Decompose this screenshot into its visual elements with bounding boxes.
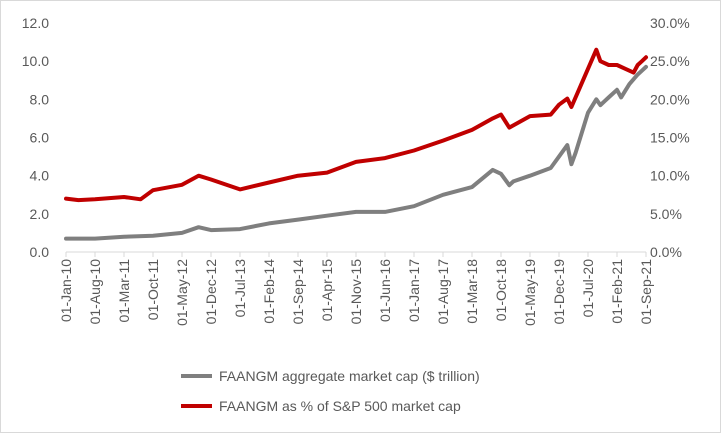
x-tick-label: 01-Jan-17 — [406, 259, 422, 322]
x-tick-label: 01-Jun-16 — [377, 259, 393, 322]
x-tick-label: 01-May-19 — [522, 259, 538, 326]
series-group — [64, 47, 648, 241]
y-left-tick-label: 12.0 — [22, 15, 49, 31]
y-right-tick-label: 0.0% — [650, 244, 682, 260]
x-tick-label: 01-Jul-13 — [232, 259, 248, 318]
x-tick-label: 01-Feb-14 — [261, 259, 277, 324]
y-right-tick-label: 25.0% — [650, 53, 690, 69]
legend-group: FAANGM aggregate market cap ($ trillion)… — [181, 368, 480, 414]
y-right-tick-label: 30.0% — [650, 15, 690, 31]
x-tick-label: 01-Jul-20 — [580, 259, 596, 318]
y-left-tick-label: 2.0 — [30, 206, 50, 222]
x-tick-label: 01-Mar-11 — [116, 259, 132, 323]
y-left-tick-label: 10.0 — [22, 53, 49, 69]
series-line-market-cap — [64, 64, 648, 241]
y-right-tick-label: 20.0% — [650, 91, 690, 107]
x-tick-label: 01-Aug-17 — [435, 259, 451, 325]
x-tick-label: 01-Sep-21 — [638, 259, 654, 325]
x-tick-label: 01-Oct-11 — [145, 259, 161, 320]
x-tick-label: 01-Aug-10 — [87, 259, 103, 325]
series-line-pct-sp500 — [64, 47, 648, 203]
y-left-tick-label: 6.0 — [30, 130, 50, 146]
x-tick-label: 01-Dec-12 — [203, 259, 219, 325]
y-right-tick-label: 15.0% — [650, 130, 690, 146]
y-left-tick-label: 4.0 — [30, 168, 50, 184]
y-left-tick-label: 8.0 — [30, 91, 50, 107]
x-tick-label: 01-Feb-21 — [609, 259, 625, 324]
x-tick-label: 01-Mar-18 — [464, 259, 480, 324]
x-tick-label: 01-Nov-15 — [348, 259, 364, 325]
y-right-tick-label: 10.0% — [650, 168, 690, 184]
x-tick-label: 01-May-12 — [174, 259, 190, 326]
legend-label-pct-sp500: FAANGM as % of S&P 500 market cap — [219, 398, 461, 414]
x-tick-label: 01-Dec-19 — [551, 259, 567, 325]
x-tick-label: 01-Oct-18 — [493, 259, 509, 321]
x-tick-label: 01-Jan-10 — [58, 259, 74, 322]
legend-label-market-cap: FAANGM aggregate market cap ($ trillion) — [219, 368, 480, 384]
x-tick-label: 01-Sep-14 — [290, 259, 306, 325]
y-right-tick-label: 5.0% — [650, 206, 682, 222]
x-tick-label: 01-Apr-15 — [319, 259, 335, 321]
y-left-tick-label: 0.0 — [30, 244, 50, 260]
axes-group: 0.0 2.0 4.0 6.0 8.0 10.0 12.0 0.0% 5.0% 10.0% 15.0… — [22, 15, 690, 326]
